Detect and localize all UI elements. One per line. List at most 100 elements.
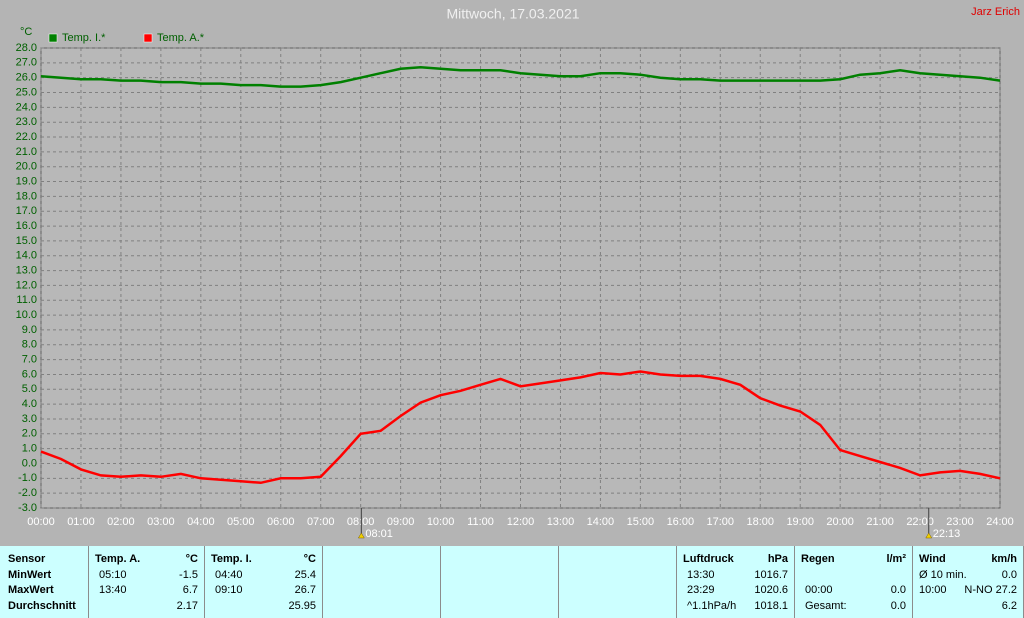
sun-icon bbox=[357, 532, 365, 539]
x-tick-label: 24:00 bbox=[986, 516, 1014, 528]
stat-value: 6.2 bbox=[1001, 600, 1017, 612]
stats-panel: Luftdruck hPa 13:30 1016.7 23:29 1020.6 ^1.1hP… bbox=[677, 546, 795, 618]
y-axis-label: °C bbox=[20, 26, 32, 38]
x-tick-label: 02:00 bbox=[107, 516, 135, 528]
row-label: Sensor bbox=[8, 553, 46, 565]
x-tick-label: 03:00 bbox=[147, 516, 175, 528]
panel-title: Luftdruck bbox=[683, 553, 734, 565]
x-tick-label: 13:00 bbox=[547, 516, 575, 528]
annotation-label: 22:13 bbox=[933, 528, 961, 540]
y-tick-label: 14.0 bbox=[16, 250, 37, 262]
sun-icon bbox=[925, 532, 933, 539]
x-tick-label: 15:00 bbox=[627, 516, 655, 528]
series-line bbox=[40, 370, 1001, 485]
x-tick-label: 11:00 bbox=[467, 516, 494, 528]
y-tick-label: 24.0 bbox=[16, 101, 37, 113]
legend-label: Temp. A.* bbox=[157, 32, 205, 44]
stat-time: Gesamt: bbox=[805, 600, 847, 612]
x-tick-label: 19:00 bbox=[786, 516, 814, 528]
x-tick-label: 06:00 bbox=[267, 516, 295, 528]
panel-unit: l/m² bbox=[886, 553, 906, 565]
stat-value: 25.95 bbox=[288, 600, 316, 612]
stat-value: 1020.6 bbox=[754, 584, 788, 596]
x-tick-label: 14:00 bbox=[587, 516, 615, 528]
stat-time: 13:30 bbox=[687, 569, 715, 581]
panel-title: Wind bbox=[919, 553, 946, 565]
x-tick-label: 09:00 bbox=[387, 516, 415, 528]
chart-title: Mittwoch, 17.03.2021 bbox=[446, 6, 579, 22]
legend-label: Temp. I.* bbox=[62, 32, 106, 44]
stat-time: 04:40 bbox=[215, 569, 243, 581]
y-tick-label: 28.0 bbox=[16, 42, 37, 54]
y-tick-label: 23.0 bbox=[16, 116, 37, 128]
stats-panel: Regen l/m² 00:00 0.0 Gesamt: 0.0 bbox=[795, 546, 913, 618]
stats-panel: Wind km/h Ø 10 min. 0.0 10:00 N-NO 27.2 6.2 bbox=[913, 546, 1024, 618]
y-tick-label: 10.0 bbox=[16, 309, 37, 321]
y-tick-label: 20.0 bbox=[16, 161, 37, 173]
stat-value: 1016.7 bbox=[754, 569, 788, 581]
y-tick-label: 13.0 bbox=[16, 264, 37, 276]
row-label: MinWert bbox=[8, 569, 52, 581]
x-tick-label: 16:00 bbox=[667, 516, 695, 528]
y-tick-label: 21.0 bbox=[16, 146, 37, 158]
stat-time: ^1.1hPa/h bbox=[687, 600, 737, 612]
x-tick-label: 08:00 bbox=[347, 516, 375, 528]
stat-value: -1.5 bbox=[179, 569, 198, 581]
y-tick-label: 4.0 bbox=[22, 398, 37, 410]
y-tick-label: 7.0 bbox=[22, 354, 37, 366]
x-tick-label: 04:00 bbox=[187, 516, 215, 528]
x-tick-label: 17:00 bbox=[707, 516, 735, 528]
panel-unit: km/h bbox=[991, 553, 1017, 565]
stat-value: 0.0 bbox=[1001, 569, 1017, 581]
stat-value: 0.0 bbox=[890, 584, 906, 596]
stats-panel: Temp. I. °C 04:40 25.4 09:10 26.7 25.95 bbox=[205, 546, 323, 618]
row-label: Durchschnitt bbox=[8, 600, 76, 612]
y-tick-label: 8.0 bbox=[22, 339, 37, 351]
x-tick-label: 23:00 bbox=[946, 516, 974, 528]
y-tick-label: 18.0 bbox=[16, 190, 37, 202]
y-tick-label: 11.0 bbox=[16, 294, 37, 306]
stat-value: 25.4 bbox=[294, 569, 316, 581]
panel-title: Temp. I. bbox=[211, 553, 252, 565]
chart: Mittwoch, 17.03.2021 Jarz Erich °C -3.0 -… bbox=[15, 5, 1020, 540]
x-tick-label: 01:00 bbox=[67, 516, 95, 528]
panel-unit: °C bbox=[303, 553, 316, 565]
x-tick-label: 10:00 bbox=[427, 516, 455, 528]
y-tick-label: 19.0 bbox=[16, 175, 37, 187]
y-tick-label: 26.0 bbox=[16, 72, 37, 84]
y-tick-label: 15.0 bbox=[16, 235, 37, 247]
stat-time: 05:10 bbox=[99, 569, 127, 581]
y-tick-label: 1.0 bbox=[22, 443, 37, 455]
stats-table: Sensor MinWert MaxWert Durchschnitt Temp. A.… bbox=[0, 546, 1024, 618]
y-tick-label: 9.0 bbox=[22, 324, 37, 336]
panel-unit: °C bbox=[185, 553, 198, 565]
x-tick-label: 05:00 bbox=[227, 516, 255, 528]
y-tick-label: -1.0 bbox=[18, 472, 37, 484]
stat-time: 09:10 bbox=[215, 584, 243, 596]
empty-panel bbox=[441, 546, 559, 618]
y-tick-label: 25.0 bbox=[16, 86, 37, 98]
stat-value: 0.0 bbox=[890, 600, 906, 612]
panel-unit: hPa bbox=[767, 553, 788, 565]
panel-title: Regen bbox=[801, 553, 835, 565]
x-tick-label: 07:00 bbox=[307, 516, 335, 528]
legend-swatch bbox=[48, 33, 58, 43]
y-tick-label: 22.0 bbox=[16, 131, 37, 143]
x-tick-label: 21:00 bbox=[866, 516, 894, 528]
stat-time: Ø 10 min. bbox=[919, 569, 967, 581]
stat-value: 2.17 bbox=[176, 600, 198, 612]
x-tick-label: 00:00 bbox=[27, 516, 55, 528]
y-tick-label: 2.0 bbox=[22, 428, 37, 440]
y-tick-label: 16.0 bbox=[16, 220, 37, 232]
y-tick-label: 5.0 bbox=[22, 383, 37, 395]
y-tick-label: 6.0 bbox=[22, 368, 37, 380]
y-tick-label: -2.0 bbox=[18, 487, 37, 499]
x-tick-label: 20:00 bbox=[826, 516, 854, 528]
stats-panel: Temp. A. °C 05:10 -1.5 13:40 6.7 2.17 bbox=[89, 546, 205, 618]
stat-time: 10:00 bbox=[919, 584, 947, 596]
y-tick-label: 0.0 bbox=[22, 457, 37, 469]
y-tick-label: 17.0 bbox=[16, 205, 37, 217]
y-tick-label: 27.0 bbox=[16, 57, 37, 69]
stat-value: N-NO 27.2 bbox=[964, 584, 1017, 596]
